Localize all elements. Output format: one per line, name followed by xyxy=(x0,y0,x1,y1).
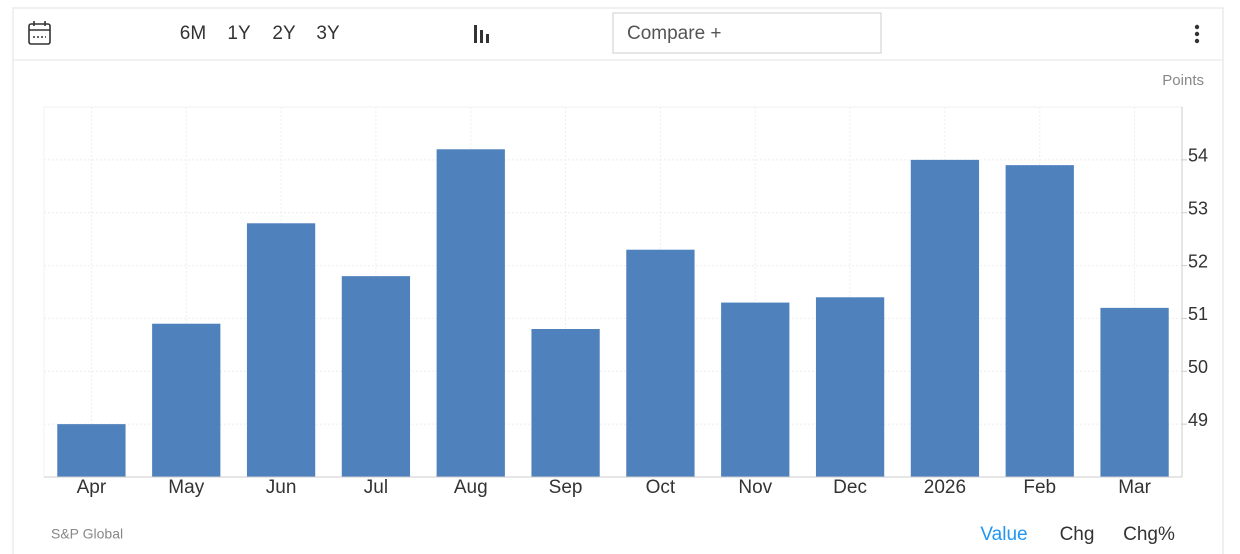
x-tick-label: Mar xyxy=(1118,477,1151,498)
x-tick-label: Dec xyxy=(833,477,867,498)
bar xyxy=(152,323,221,477)
widget-frame xyxy=(12,7,1224,554)
bar xyxy=(531,329,600,477)
x-tick-label: 2026 xyxy=(924,477,966,498)
bar xyxy=(815,297,885,477)
range-button[interactable]: 2Y xyxy=(272,23,296,44)
y-tick-label: 49 xyxy=(1188,410,1208,430)
x-tick-label: Nov xyxy=(738,477,772,498)
range-button[interactable]: 6M xyxy=(180,23,206,44)
x-tick-label: Oct xyxy=(646,477,676,498)
y-tick-label: 53 xyxy=(1188,198,1208,218)
x-tick-label: May xyxy=(168,477,204,498)
bar xyxy=(626,249,695,477)
compare-input[interactable]: Compare + xyxy=(627,23,722,44)
x-tick-label: Apr xyxy=(77,477,107,498)
bar xyxy=(721,302,790,477)
x-tick-label: Sep xyxy=(549,477,583,498)
compare-box[interactable] xyxy=(612,12,882,54)
bar xyxy=(57,424,126,477)
y-tick-label: 54 xyxy=(1188,146,1208,166)
bar xyxy=(341,276,411,477)
view-tab[interactable]: Chg% xyxy=(1123,524,1175,545)
x-tick-label: Aug xyxy=(454,477,488,498)
y-tick-label: 52 xyxy=(1188,251,1208,271)
bar xyxy=(436,149,505,478)
bar xyxy=(910,159,980,477)
view-tab[interactable]: Value xyxy=(980,524,1027,545)
view-tab[interactable]: Chg xyxy=(1060,524,1095,545)
x-tick-label: Feb xyxy=(1023,477,1056,498)
bar xyxy=(1005,165,1074,477)
menu-icon[interactable] xyxy=(1194,24,1200,44)
bar xyxy=(1100,307,1169,477)
x-tick-label: Jun xyxy=(266,477,297,498)
source: S&P Global xyxy=(51,526,123,542)
x-tick-label: Jul xyxy=(364,477,388,498)
range-button[interactable]: 3Y xyxy=(316,23,340,44)
chart-type-icon[interactable] xyxy=(474,25,489,43)
calendar-icon[interactable] xyxy=(28,21,51,45)
y-tick-label: 51 xyxy=(1188,304,1208,324)
bar xyxy=(246,223,316,477)
range-button[interactable]: 1Y xyxy=(227,23,251,44)
y-tick-label: 50 xyxy=(1188,357,1208,377)
unit-label: Points xyxy=(1162,72,1204,89)
